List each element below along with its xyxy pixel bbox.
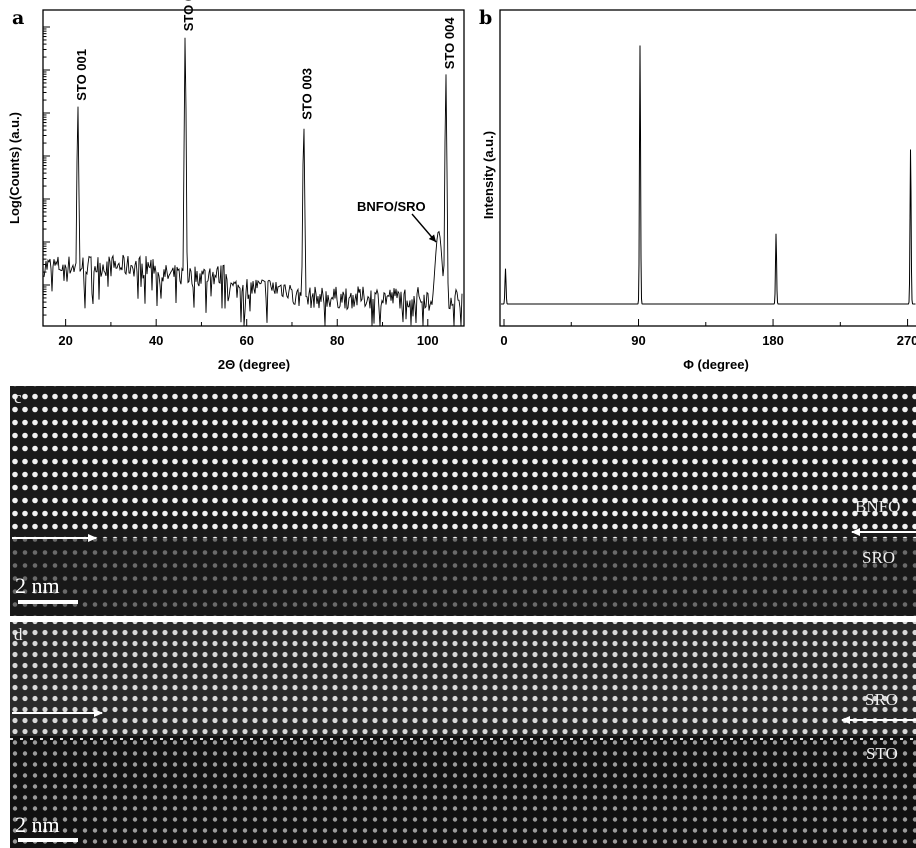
panel-b-x-tick-label: 270 — [897, 333, 916, 348]
panel-b-letter: b — [479, 7, 492, 29]
panel-a-letter: a — [12, 7, 24, 29]
panel-d-sto-lattice — [10, 736, 916, 848]
panel-a-y-label: Log(Counts) (a.u.) — [7, 112, 22, 224]
panel-c-bnfo-lattice — [10, 386, 916, 538]
panel-a-x-tick-label: 60 — [239, 333, 253, 348]
panel-b-phi-curve — [501, 46, 916, 305]
panel-d-scale-label: 2 nm — [15, 812, 60, 837]
panel-a-frame — [43, 10, 464, 326]
panel-b-frame — [500, 10, 916, 326]
panel-c-sro-lattice — [10, 538, 916, 616]
panel-b-x-ticks: 0 90 180 270 — [500, 319, 916, 348]
panel-a-peak-labels: STO 001 STO 002 STO 003 STO 004 BNFO/SRO — [74, 0, 457, 214]
panel-c-scale-bar — [18, 600, 78, 604]
panel-d-hrtem: d SRO STO 2 nm — [10, 622, 916, 848]
panel-d-sro-lattice — [10, 622, 916, 736]
bnfo-sro-arrow — [412, 214, 436, 242]
panel-d-lower-label: STO — [866, 744, 898, 763]
panel-d-upper-label: SRO — [865, 690, 898, 709]
panel-c-letter: c — [14, 388, 22, 407]
panel-d-letter: d — [14, 625, 23, 644]
peak-label-sto-004: STO 004 — [442, 17, 457, 70]
panel-b-phi-scan: b 0 90 180 270 Φ (degree) Intensity (a.u.) — [479, 7, 916, 372]
panel-a-y-ticks — [43, 27, 50, 315]
peak-label-sto-001: STO 001 — [74, 49, 89, 101]
peak-label-sto-002: STO 002 — [181, 0, 196, 31]
panel-a-x-ticks: 20 40 60 80 100 — [58, 319, 438, 348]
peak-label-bnfo-sro: BNFO/SRO — [357, 199, 426, 214]
panel-a-xrd-curve — [44, 38, 462, 326]
panel-a-x-tick-label: 40 — [149, 333, 163, 348]
panel-b-x-tick-label: 0 — [500, 333, 507, 348]
panel-c-upper-label: BNFO — [855, 497, 900, 516]
peak-label-sto-003: STO 003 — [300, 68, 315, 120]
panel-a-x-tick-label: 80 — [330, 333, 344, 348]
panel-b-x-label: Φ (degree) — [683, 357, 749, 372]
panel-c-hrtem: c BNFO SRO 2 nm — [10, 386, 916, 616]
panel-c-lower-label: SRO — [862, 548, 895, 567]
panel-b-x-tick-label: 180 — [762, 333, 784, 348]
panel-b-x-tick-label: 90 — [631, 333, 645, 348]
panel-a-x-tick-label: 100 — [417, 333, 439, 348]
panel-d-scale-bar — [18, 838, 78, 842]
panel-a-x-tick-label: 20 — [58, 333, 72, 348]
panel-c-scale-label: 2 nm — [15, 573, 60, 598]
panel-b-y-label: Intensity (a.u.) — [481, 131, 496, 219]
panel-a-x-label: 2Θ (degree) — [218, 357, 290, 372]
